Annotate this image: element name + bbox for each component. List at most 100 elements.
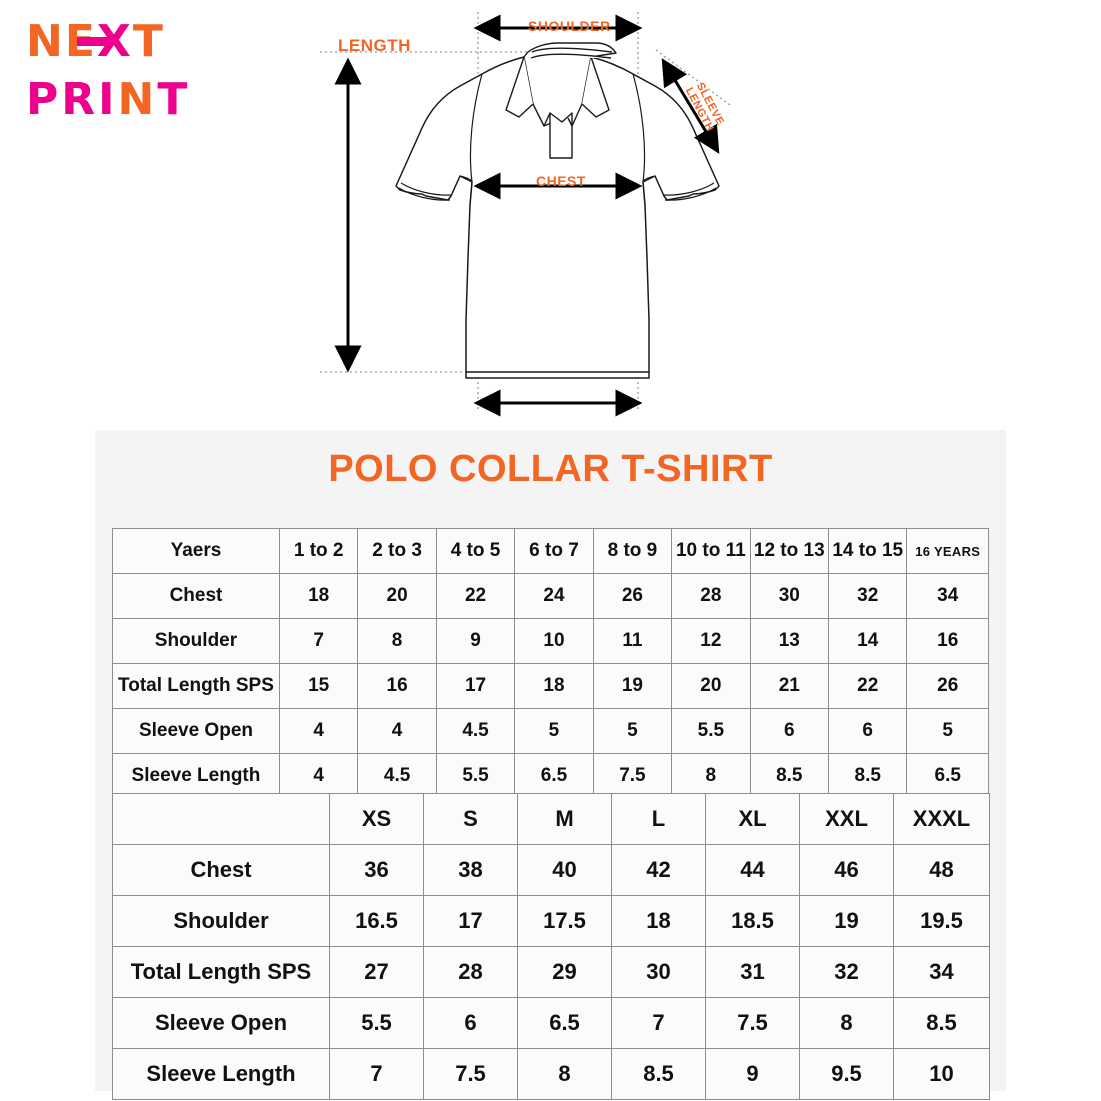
measurement-cell: 44 bbox=[705, 844, 800, 896]
table-row: Chest 36 38 40 42 44 46 48 bbox=[112, 844, 990, 896]
measurement-cell: 34 bbox=[893, 946, 990, 998]
label-chest: CHEST bbox=[536, 173, 586, 189]
table-header-cell: 4 to 5 bbox=[435, 528, 516, 574]
row-label: Chest bbox=[112, 844, 330, 896]
logo-text-print: PRINT bbox=[26, 76, 246, 124]
table-header-row: XS S M L XL XXL XXXL bbox=[112, 793, 990, 845]
measurement-cell: 38 bbox=[423, 844, 518, 896]
row-label: Sleeve Open bbox=[112, 997, 330, 1049]
measurement-cell: 24 bbox=[514, 573, 594, 619]
label-shoulder: SHOULDER bbox=[528, 18, 611, 34]
table-header-cell: 8 to 9 bbox=[592, 528, 673, 574]
measurement-cell: 7.5 bbox=[705, 997, 800, 1049]
measurement-cell: 28 bbox=[671, 573, 751, 619]
measurement-cell: 8 bbox=[517, 1048, 612, 1100]
table-header-cell: 14 to 15 bbox=[827, 528, 908, 574]
brand-logo: NEXT PRINT bbox=[26, 18, 246, 128]
measurement-cell: 8 bbox=[357, 618, 437, 664]
table-header-cell: 10 to 11 bbox=[671, 528, 751, 574]
measurement-cell: 5 bbox=[906, 708, 989, 754]
measurement-cell: 7 bbox=[278, 618, 359, 664]
table-header-cell: XXXL bbox=[893, 793, 990, 845]
measurement-cell: 5 bbox=[514, 708, 594, 754]
table-row: Total Length SPS 27 28 29 30 31 32 34 bbox=[112, 946, 990, 998]
row-label: Sleeve Length bbox=[112, 753, 280, 799]
polo-collar bbox=[505, 42, 617, 127]
measurement-cell: 16 bbox=[906, 618, 989, 664]
table-row: Sleeve Length 7 7.5 8 8.5 9 9.5 10 bbox=[112, 1048, 990, 1100]
measurement-cell: 27 bbox=[329, 946, 424, 998]
measurement-cell: 18 bbox=[278, 573, 359, 619]
measurement-cell: 6 bbox=[423, 997, 518, 1049]
measurement-cell: 5 bbox=[592, 708, 673, 754]
measurement-cell: 8.5 bbox=[749, 753, 830, 799]
measurement-cell: 17.5 bbox=[517, 895, 612, 947]
measurement-cell: 6.5 bbox=[517, 997, 612, 1049]
polo-shirt-measurement-diagram: LENGTH SHOULDER CHEST SLEEVE LENGTH bbox=[300, 0, 820, 430]
measurement-cell: 9 bbox=[435, 618, 516, 664]
measurement-cell: 6 bbox=[827, 708, 908, 754]
measurement-cell: 11 bbox=[592, 618, 673, 664]
table-header-cell: 2 to 3 bbox=[357, 528, 437, 574]
measurement-cell: 22 bbox=[435, 573, 516, 619]
polo-shirt-illustration bbox=[320, 12, 731, 417]
logo-letter-n2: N bbox=[117, 74, 158, 125]
measurement-cell: 8.5 bbox=[827, 753, 908, 799]
table-header-cell: XXL bbox=[799, 793, 894, 845]
page-title: POLO COLLAR T-SHIRT bbox=[328, 448, 773, 490]
measurement-cell: 7.5 bbox=[592, 753, 673, 799]
measurement-cell: 18.5 bbox=[705, 895, 800, 947]
table-row: Total Length SPS 15 16 17 18 19 20 21 22 26 bbox=[112, 663, 989, 709]
row-label: Shoulder bbox=[112, 895, 330, 947]
table-header-cell: XL bbox=[705, 793, 800, 845]
table-header-cell: 16 YEARS bbox=[906, 528, 989, 574]
measurement-cell: 6 bbox=[749, 708, 830, 754]
measurement-cell: 48 bbox=[893, 844, 990, 896]
logo-pink-bar bbox=[76, 37, 111, 46]
measurement-cell: 31 bbox=[705, 946, 800, 998]
row-label: Total Length SPS bbox=[112, 946, 330, 998]
label-length: LENGTH bbox=[338, 36, 411, 55]
measurement-cell: 10 bbox=[893, 1048, 990, 1100]
collar-placket bbox=[543, 112, 573, 159]
measurement-cell: 19 bbox=[799, 895, 894, 947]
row-label: Sleeve Length bbox=[112, 1048, 330, 1100]
table-row: Sleeve Open 4 4 4.5 5 5 5.5 6 6 5 bbox=[112, 708, 989, 754]
sleeve-seams bbox=[398, 73, 717, 206]
measurement-cell: 7 bbox=[611, 997, 706, 1049]
measurement-cell: 5.5 bbox=[435, 753, 516, 799]
adult-size-table: XS S M L XL XXL XXXL Chest 36 38 40 42 44 46 48 Shoulde… bbox=[112, 793, 990, 1100]
logo-letter-e-with-bar: E bbox=[65, 18, 111, 66]
measurement-cell: 22 bbox=[827, 663, 908, 709]
table-header-label bbox=[112, 793, 330, 845]
measurement-cell: 40 bbox=[517, 844, 612, 896]
measurement-cell: 17 bbox=[435, 663, 516, 709]
measurement-cell: 17 bbox=[423, 895, 518, 947]
row-label: Total Length SPS bbox=[112, 663, 280, 709]
logo-letter-i2: I bbox=[98, 74, 118, 125]
measurement-cell: 14 bbox=[827, 618, 908, 664]
measurement-cell: 5.5 bbox=[329, 997, 424, 1049]
measurement-cell: 4 bbox=[278, 708, 359, 754]
measurement-cell: 20 bbox=[357, 573, 437, 619]
measurement-cell: 19 bbox=[592, 663, 673, 709]
measurement-cell: 10 bbox=[514, 618, 594, 664]
measurement-cell: 4 bbox=[278, 753, 359, 799]
logo-letter-n: N bbox=[26, 16, 65, 67]
measurement-cell: 36 bbox=[329, 844, 424, 896]
table-row: Chest 18 20 22 24 26 28 30 32 34 bbox=[112, 573, 989, 619]
logo-letter-r2: R bbox=[61, 74, 99, 125]
logo-letter-t: T bbox=[132, 16, 165, 67]
measurement-cell: 13 bbox=[749, 618, 830, 664]
measurement-cell: 20 bbox=[671, 663, 751, 709]
table-row: Sleeve Open 5.5 6 6.5 7 7.5 8 8.5 bbox=[112, 997, 990, 1049]
table-row: Shoulder 7 8 9 10 11 12 13 14 16 bbox=[112, 618, 989, 664]
measurement-cell: 30 bbox=[611, 946, 706, 998]
measurement-cell: 4.5 bbox=[435, 708, 516, 754]
table-header-cell: S bbox=[423, 793, 518, 845]
measurement-cell: 8.5 bbox=[893, 997, 990, 1049]
